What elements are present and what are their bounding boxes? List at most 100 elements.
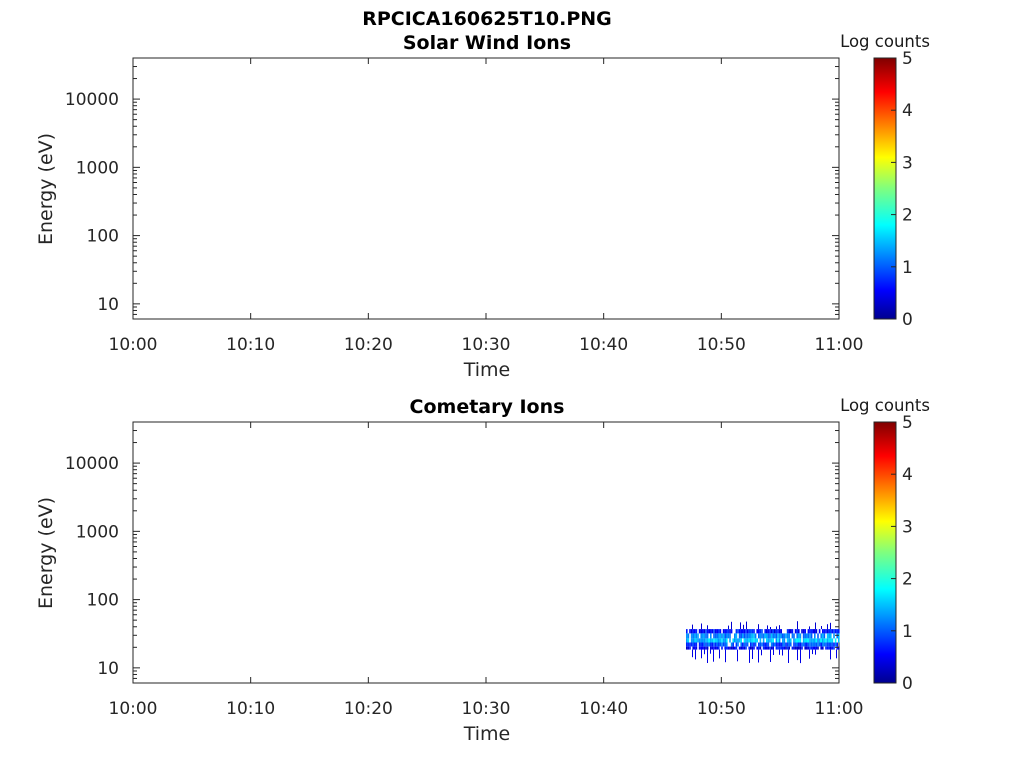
heatmap-cell [783, 633, 786, 639]
heatmap-cell [786, 633, 789, 639]
heatmap-cell [804, 629, 806, 634]
heatmap-cell [706, 638, 709, 643]
heatmap-cell [694, 642, 696, 647]
heatmap-cell [814, 646, 816, 650]
heatmap-cell [794, 638, 797, 643]
heatmap-cell [836, 629, 838, 634]
heatmap-cell [718, 633, 720, 639]
heatmap-cell [702, 646, 704, 650]
heatmap-cell [740, 633, 742, 639]
heatmap-cell [812, 638, 814, 643]
heatmap-cell [798, 633, 800, 639]
heatmap-cell [825, 638, 827, 643]
heatmap-cell [703, 638, 706, 643]
x-tick-label: 10:30 [462, 699, 511, 719]
heatmap-cell [743, 629, 746, 634]
x-tick-label: 10:30 [462, 335, 511, 355]
heatmap-cell [807, 633, 810, 639]
heatmap-cell [774, 629, 776, 634]
heatmap-cell [743, 642, 746, 647]
heatmap-cell [828, 633, 830, 639]
heatmap-sparse [809, 626, 810, 630]
heatmap-cell [700, 646, 702, 650]
heatmap-cell [786, 629, 789, 634]
heatmap-cell [822, 642, 824, 647]
heatmap-cell [742, 633, 744, 639]
heatmap-cell [686, 646, 688, 650]
heatmap-cell [695, 646, 698, 650]
heatmap-sparse [740, 622, 741, 629]
x-tick-label: 10:00 [109, 335, 158, 355]
heatmap-cell [695, 633, 698, 639]
heatmap-cell [762, 633, 765, 639]
heatmap-cell [830, 642, 832, 647]
heatmap-cell [718, 646, 720, 650]
colorbar-ticks: 0 1 2 3 4 5 [891, 49, 913, 330]
heatmap-cell [750, 646, 752, 650]
heatmap-cell [718, 638, 720, 643]
heatmap-sparse [788, 649, 789, 663]
heatmap-cell [714, 638, 717, 643]
y-tick-label: 10000 [65, 454, 119, 474]
heatmap-cell [716, 646, 718, 650]
heatmap-cell [782, 646, 784, 650]
heatmap-cell [745, 642, 747, 647]
heatmap-cell [820, 642, 822, 647]
heatmap-cell [802, 633, 805, 639]
heatmap-cell [710, 633, 712, 639]
heatmap-cell [822, 633, 824, 639]
heatmap-cell [721, 646, 723, 650]
heatmap-cell [710, 642, 712, 647]
heatmap-sparse [701, 623, 702, 630]
heatmap-cell [743, 633, 746, 639]
heatmap-cell [705, 629, 707, 634]
heatmap-cell [799, 646, 802, 650]
heatmap-cell [769, 629, 771, 634]
heatmap-cell [753, 629, 755, 634]
heatmap-cell [692, 638, 694, 643]
heatmap-sparse [821, 626, 822, 630]
heatmap-cell [801, 646, 803, 650]
heatmap-sparse [692, 649, 693, 658]
colorbar-tick-label: 4 [902, 101, 913, 121]
heatmap-cell [759, 642, 762, 647]
heatmap-cell [782, 642, 784, 647]
heatmap-cell [732, 646, 734, 650]
heatmap-cell [810, 629, 813, 634]
figure-title: RPCICA160625T10.PNG [362, 8, 612, 30]
heatmap-cell [820, 638, 822, 643]
plot-area [132, 57, 840, 320]
heatmap-cell [796, 633, 798, 639]
heatmap-cell [761, 629, 763, 634]
heatmap-cell [828, 629, 830, 634]
heatmap-cell [780, 633, 782, 639]
heatmap-cell [695, 629, 698, 634]
heatmap-sparse [746, 621, 747, 629]
heatmap-cell [786, 642, 789, 647]
heatmap-cell [794, 629, 797, 634]
heatmap-cell [766, 638, 768, 643]
heatmap-sparse [695, 649, 696, 660]
colorbar [873, 57, 897, 320]
y-axis-label: Energy (eV) [35, 497, 57, 609]
heatmap-cell [694, 629, 696, 634]
heatmap-cell [778, 633, 781, 639]
heatmap-cell [745, 646, 747, 650]
heatmap-cell [786, 638, 789, 643]
heatmap-cell [806, 633, 808, 639]
colorbar-tick-label: 0 [902, 674, 913, 694]
heatmap-cell [740, 629, 742, 634]
heatmap-sparse [779, 625, 780, 630]
heatmap-cell [788, 629, 790, 634]
heatmap-cell [710, 629, 712, 634]
heatmap-cell [791, 629, 794, 634]
data-layer [686, 621, 840, 664]
heatmap-cell [716, 633, 718, 639]
heatmap-cell [719, 629, 722, 634]
heatmap-cell [710, 646, 712, 650]
heatmap-sparse [830, 622, 831, 630]
heatmap-sparse [812, 649, 813, 655]
heatmap-sparse [779, 649, 780, 655]
heatmap-sparse [758, 624, 759, 630]
heatmap-cell [772, 642, 774, 647]
